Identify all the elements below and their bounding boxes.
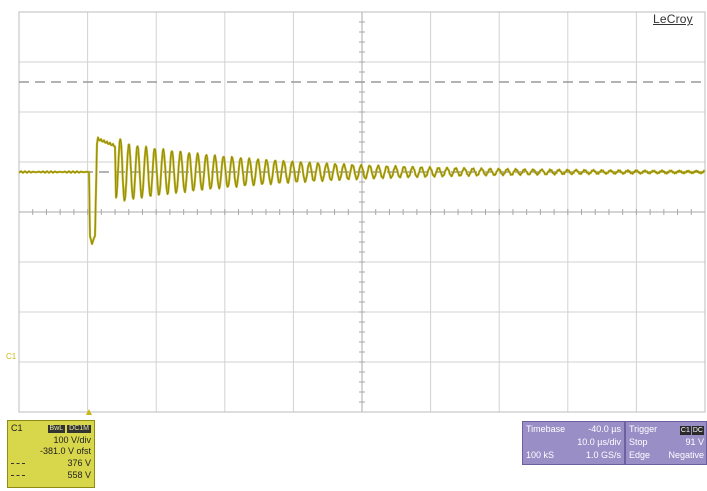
trigger-title: Trigger xyxy=(629,424,658,434)
trigger-source-badge: C1 xyxy=(679,426,691,435)
volts-per-div: 100 V/div xyxy=(53,435,91,445)
measurement-1: 376 V xyxy=(67,458,91,468)
graticule-grid xyxy=(18,11,706,413)
measure-line-icon xyxy=(11,463,25,465)
waveform-trace-edge xyxy=(18,136,705,246)
sample-rate: 1.0 GS/s xyxy=(585,450,621,460)
timebase-box[interactable]: Timebase -40.0 µs 10.0 µs/div 100 kS 1.0… xyxy=(522,421,625,465)
time-per-div: 10.0 µs/div xyxy=(577,437,621,447)
trigger-box[interactable]: Trigger C1 DC Stop 91 V Edge Negative xyxy=(625,421,707,465)
channel-label: C1 xyxy=(11,423,23,433)
measurement-2: 558 V xyxy=(67,470,91,480)
sample-count: 100 kS xyxy=(526,450,555,460)
channel-offset: -381.0 V ofst xyxy=(39,446,91,456)
channel-ground-marker: C1 xyxy=(6,352,17,361)
graticule-border xyxy=(18,11,706,413)
coupling-badge: DC1M xyxy=(67,424,91,433)
channel-descriptor-box[interactable]: C1 BwL DC1M 100 V/div -381.0 V ofst 376 V… xyxy=(7,420,95,488)
trigger-position-marker xyxy=(86,409,92,415)
timebase-delay: -40.0 µs xyxy=(588,424,621,434)
trigger-slope: Negative xyxy=(668,450,704,460)
trigger-mode: Stop xyxy=(629,437,648,447)
trigger-type: Edge xyxy=(629,450,651,460)
timebase-title: Timebase xyxy=(526,424,566,434)
trigger-coupling-badge: DC xyxy=(691,426,704,435)
trigger-level: 91 V xyxy=(685,437,704,447)
bandwidth-limit-badge: BwL xyxy=(47,424,66,433)
brand-logo: LeCroy xyxy=(653,12,693,26)
measure-line-icon xyxy=(11,475,25,477)
